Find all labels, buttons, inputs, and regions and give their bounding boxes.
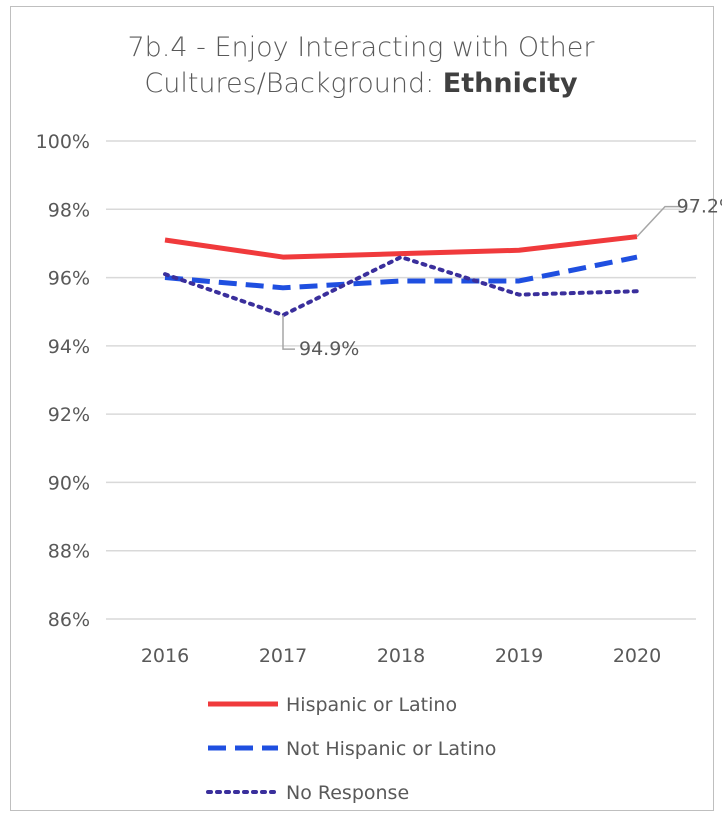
legend: Hispanic or Latino Not Hispanic or Latino… <box>206 694 496 804</box>
annotation-leader <box>636 205 681 238</box>
y-tick-label: 92% <box>48 404 90 426</box>
y-tick-label: 94% <box>48 336 90 358</box>
chart-title: 7b.4 - Enjoy Interacting with Other Cult… <box>0 30 722 102</box>
x-tick-label: 2017 <box>259 645 307 667</box>
series-line <box>164 234 638 260</box>
y-tick-label: 90% <box>48 472 90 494</box>
y-tick-label: 88% <box>48 541 90 563</box>
y-tick-label: 98% <box>48 199 90 221</box>
chart-frame <box>10 6 714 811</box>
chart-title-text: 7b.4 - Enjoy Interacting with Other Cult… <box>127 32 595 99</box>
annotation-leader <box>282 315 295 350</box>
y-axis-ticks: 100% 98% 96% 94% 92% 90% 88% 86% <box>36 131 90 631</box>
legend-label: Not Hispanic or Latino <box>286 738 496 760</box>
x-tick-label: 2018 <box>377 645 425 667</box>
x-tick-label: 2020 <box>613 645 661 667</box>
x-axis-ticks: 2016 2017 2018 2019 2020 <box>141 645 661 667</box>
legend-label: Hispanic or Latino <box>286 694 457 716</box>
gridlines <box>106 140 696 620</box>
y-tick-label: 86% <box>48 609 90 631</box>
x-tick-label: 2016 <box>141 645 189 667</box>
y-tick-label: 96% <box>48 268 90 290</box>
series-line <box>163 255 639 318</box>
annotations: 97.2% 94.9% <box>282 196 722 360</box>
legend-label: No Response <box>286 782 409 804</box>
series-lines <box>163 234 639 318</box>
chart-title-emphasis: Ethnicity <box>442 68 578 99</box>
annotation-label: 97.2% <box>677 196 722 218</box>
series-line <box>164 254 638 291</box>
annotation-label: 94.9% <box>299 338 359 360</box>
x-tick-label: 2019 <box>495 645 543 667</box>
y-tick-label: 100% <box>36 131 90 153</box>
